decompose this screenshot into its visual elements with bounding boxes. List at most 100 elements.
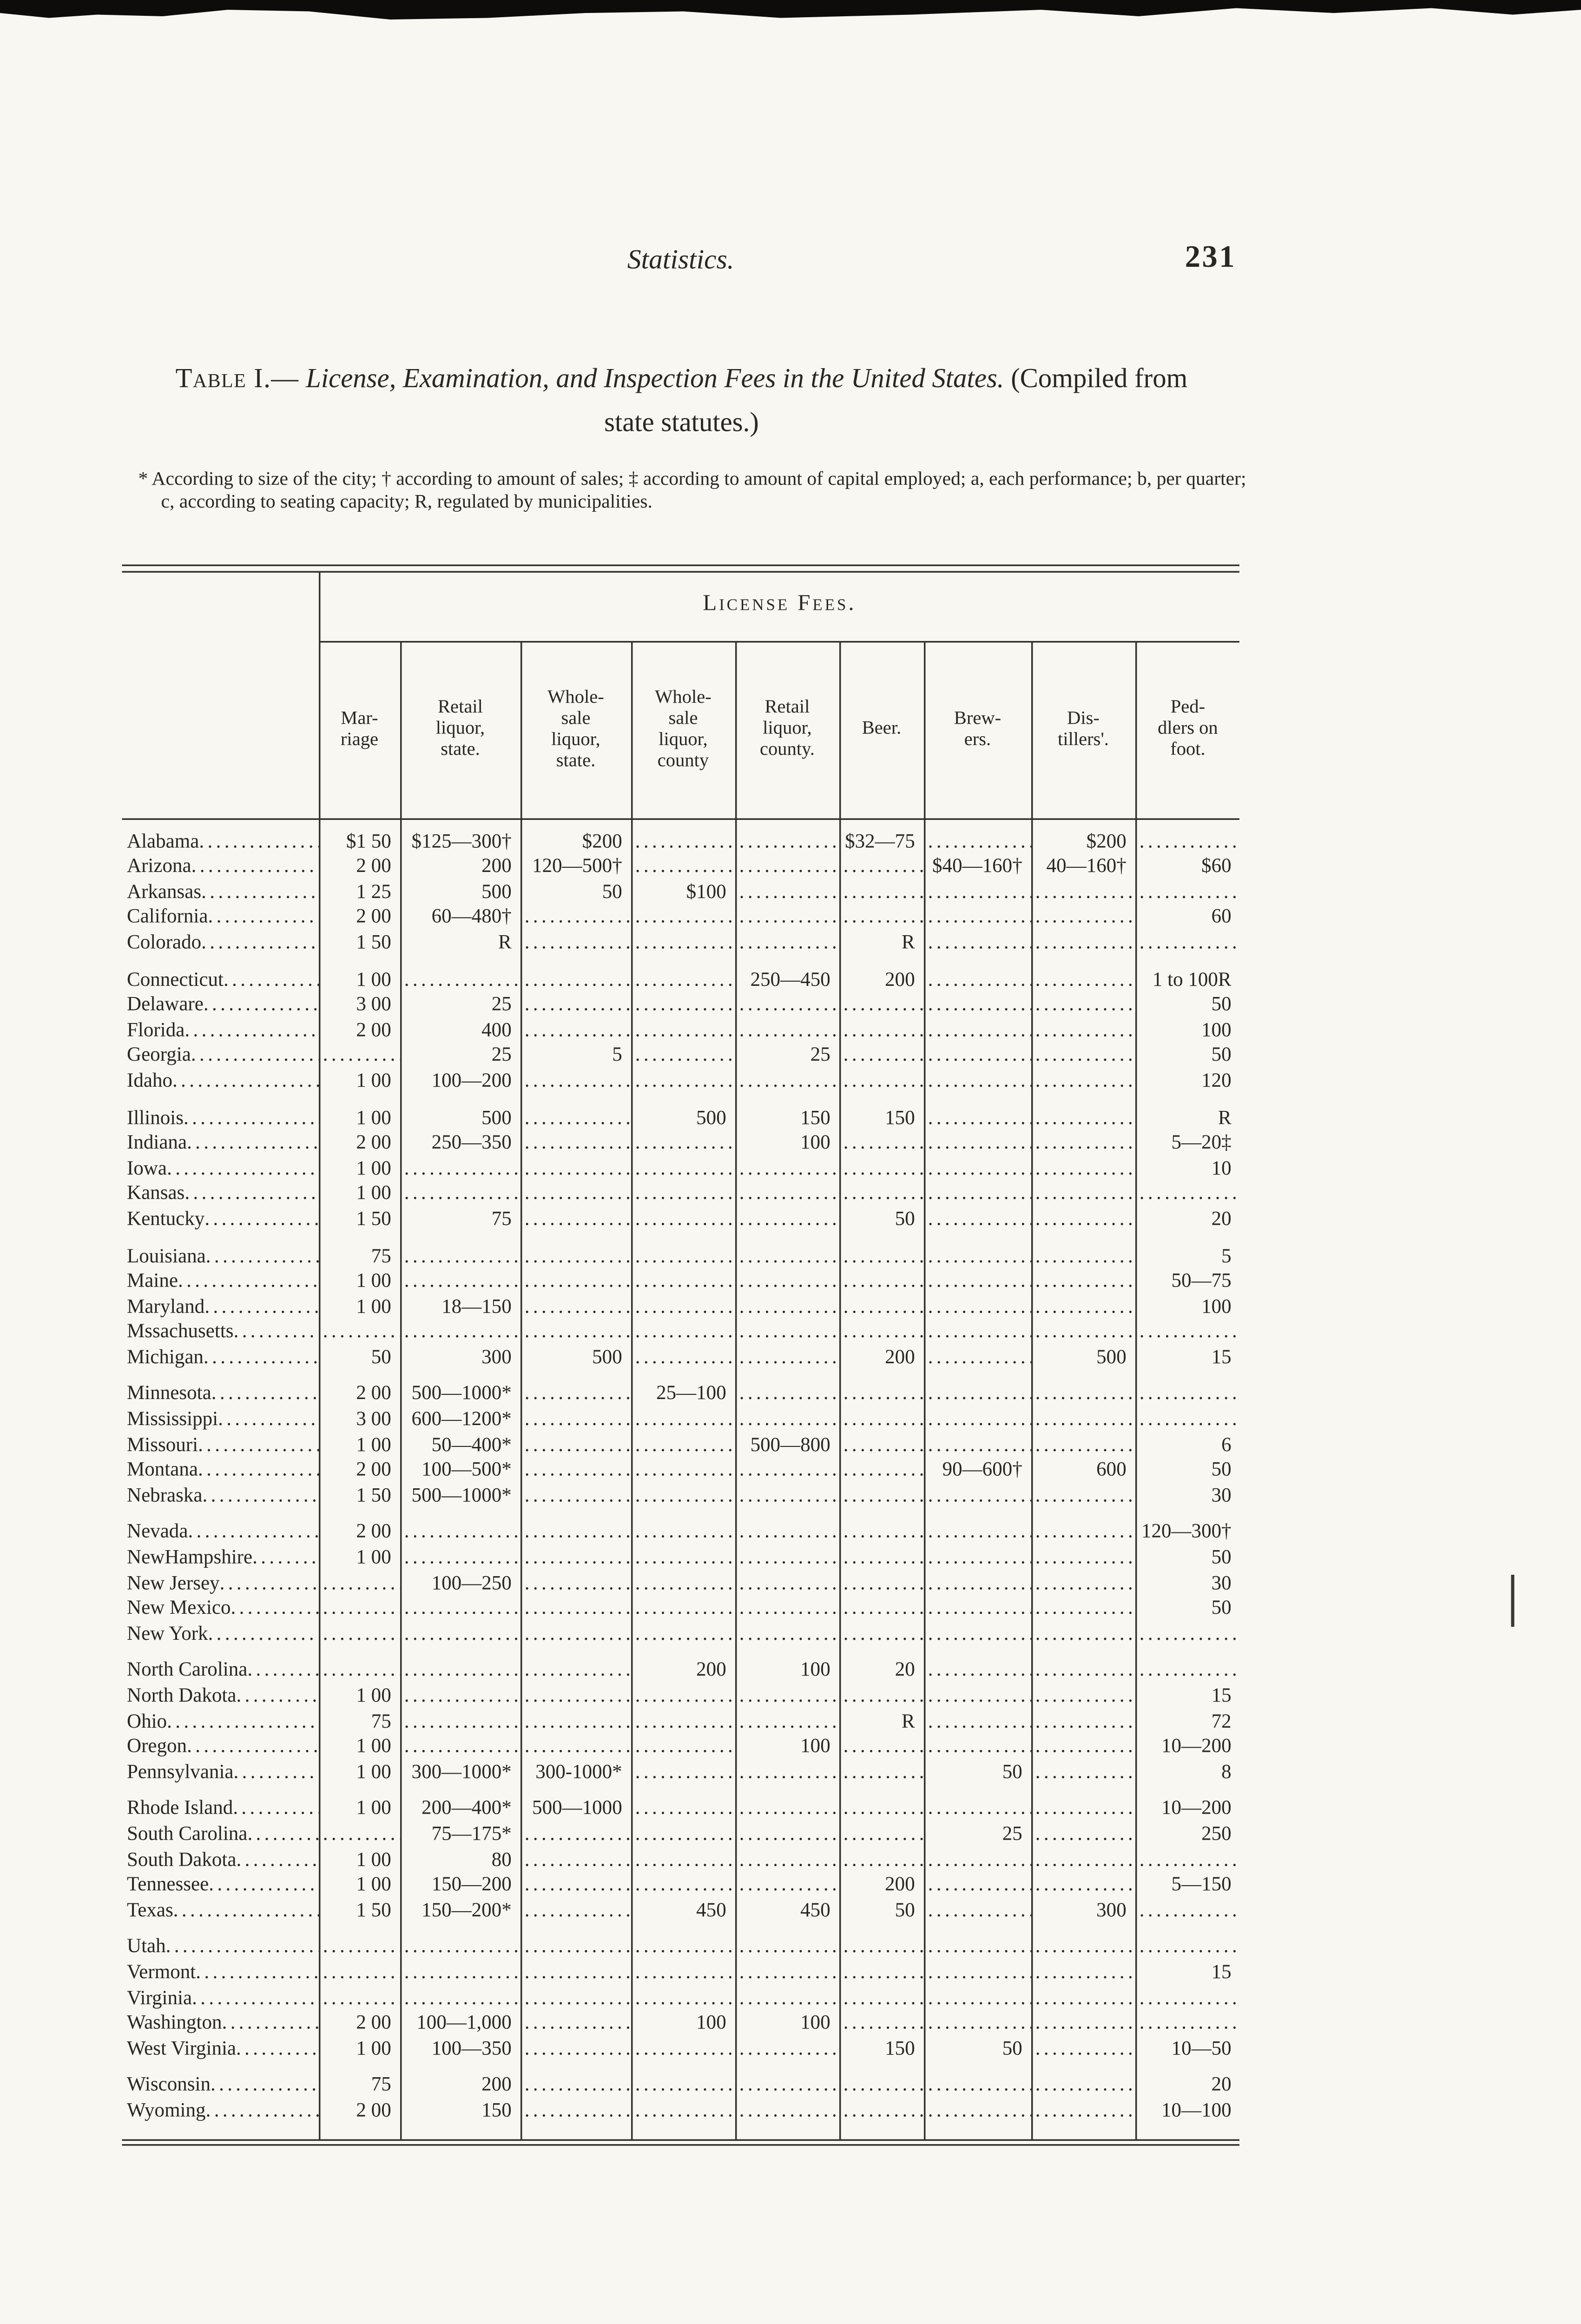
table-row: North Dakota............................… [122,1684,1240,1710]
fee-cell: ...................... [520,1320,631,1346]
fee-cell: 2 00 [318,1520,400,1546]
table-row: West Virginia...........................… [122,2036,1240,2062]
table-row: Indiana............................2 002… [122,1130,1240,1156]
fee-cell: ...................... [1134,1658,1240,1684]
fee-cell: 50 [1134,1596,1240,1622]
state-name: NewHampshire............................ [127,1545,319,1569]
section-title: License Fees. [318,572,1240,642]
fee-cell: ...................... [734,1796,839,1822]
fee-cell: 2 00 [318,2011,400,2037]
fee-cell: 300 [1030,1898,1135,1924]
fee-cell: ...................... [1134,1898,1240,1924]
fee-cell: ...................... [630,1207,735,1233]
fee-cell: ...................... [630,1934,735,1961]
fee-cell: 100—350 [399,2036,520,2062]
fee-cell: ...................... [838,1433,924,1458]
running-head: Statistics. 231 [122,241,1240,286]
fee-cell: ...................... [923,1596,1031,1622]
fee-cell: ...................... [734,1822,839,1848]
fee-cell: 1 00 [318,1105,400,1131]
fee-cell: ...................... [520,1130,631,1156]
fee-cell: 1 50 [318,1207,400,1233]
fee-cell: ...................... [734,905,839,931]
fee-cell: ...................... [1134,1407,1240,1433]
table-row: Ohio............................75......… [122,1709,1240,1735]
fee-cell: 200 [838,1345,924,1371]
table-row: Oregon............................1 00..… [122,1734,1240,1760]
fee-cell: 60—480† [399,905,520,931]
fee-cell: ...................... [838,1684,924,1710]
fee-cell: 300 [399,1345,520,1371]
fee-cell: ...................... [734,1407,839,1433]
fee-cell: ...................... [734,1483,839,1509]
fee-cell: 20 [1134,2073,1240,2099]
fee-cell: 200 [630,1658,735,1684]
fee-cell: 500—800 [734,1433,839,1458]
table-row: Rhode Island............................… [122,1796,1240,1822]
fee-cell: ...................... [923,1520,1031,1546]
fee-cell: ...................... [399,1269,520,1294]
table-row: Missouri............................1 00… [122,1433,1240,1458]
fee-cell: ...................... [399,1684,520,1710]
fee-cell: ...................... [630,905,735,931]
fee-cell: ...................... [1030,992,1135,1018]
fee-cell: ...................... [1030,1985,1135,2011]
table-title-italic: License, Examination, and Inspection Fee… [306,363,1004,394]
fee-cell: ...................... [923,1382,1031,1407]
fee-cell: 50 [838,1207,924,1233]
fee-cell: ...................... [1030,1960,1135,1986]
state-column-header [122,572,320,819]
fee-cell: ...................... [1030,2098,1135,2124]
fee-cell: ...................... [1030,1207,1135,1233]
fee-cell: ...................... [1030,1658,1135,1684]
fee-cell: 500 [399,1105,520,1131]
state-name: West Virginia...........................… [127,2036,319,2060]
fee-cell: ...................... [1134,879,1240,905]
fee-cell: ...................... [630,2073,735,2099]
fee-cell: ...................... [923,1130,1031,1156]
fee-cell: ...................... [520,1156,631,1182]
fee-cell: ...................... [734,1320,839,1346]
fee-cell: ...................... [520,2098,631,2124]
fee-cell: ...................... [1134,1382,1240,1407]
state-name: Florida............................ [127,1018,319,1041]
fee-cell: 150 [734,1105,839,1131]
fee-cell: 100—250 [399,1571,520,1597]
fee-cell: ...................... [1030,1760,1135,1785]
group-gap [122,1785,1240,1797]
fee-cell: 5—150 [1134,1873,1240,1898]
table-row: Virginia................................… [122,1985,1240,2011]
fee-cell: 200 [399,2073,520,2099]
fee-cell: 75 [318,1709,400,1735]
fee-cell: ...................... [838,905,924,931]
fee-cell: 500 [399,879,520,905]
table-row: South Carolina..........................… [122,1822,1240,1848]
fee-cell: 50 [1134,992,1240,1018]
fee-cell: ...................... [318,1043,400,1069]
fee-cell: 500 [1030,1345,1135,1371]
state-name: Nevada............................ [127,1520,319,1543]
fee-cell: ...................... [1134,1985,1240,2011]
table-row: Idaho............................1 00100… [122,1069,1240,1094]
fee-cell: ...................... [734,1156,839,1182]
fee-cell: ...................... [838,879,924,905]
fee-cell: 1 25 [318,879,400,905]
fee-cell: ...................... [734,854,839,880]
table-row: Maryland............................1 00… [122,1294,1240,1320]
fee-cell: ...................... [630,1684,735,1710]
fee-cell: ...................... [630,1294,735,1320]
fee-cell: 25 [399,992,520,1018]
fee-cell: ...................... [923,1734,1031,1760]
fee-cell: ...................... [838,854,924,880]
fee-cell: R [838,1709,924,1735]
fee-cell: ...................... [520,1433,631,1458]
fee-cell: ...................... [630,1520,735,1546]
table-row: New York................................… [122,1621,1240,1647]
fee-cell: 75—175* [399,1822,520,1848]
fee-cell: $100 [630,879,735,905]
table-row: Tennessee............................1 0… [122,1873,1240,1898]
fee-cell: ...................... [838,1734,924,1760]
state-name: Mssachusetts............................ [127,1320,319,1343]
table-row: New Jersey..............................… [122,1571,1240,1597]
fee-cell: 200—400* [399,1796,520,1822]
